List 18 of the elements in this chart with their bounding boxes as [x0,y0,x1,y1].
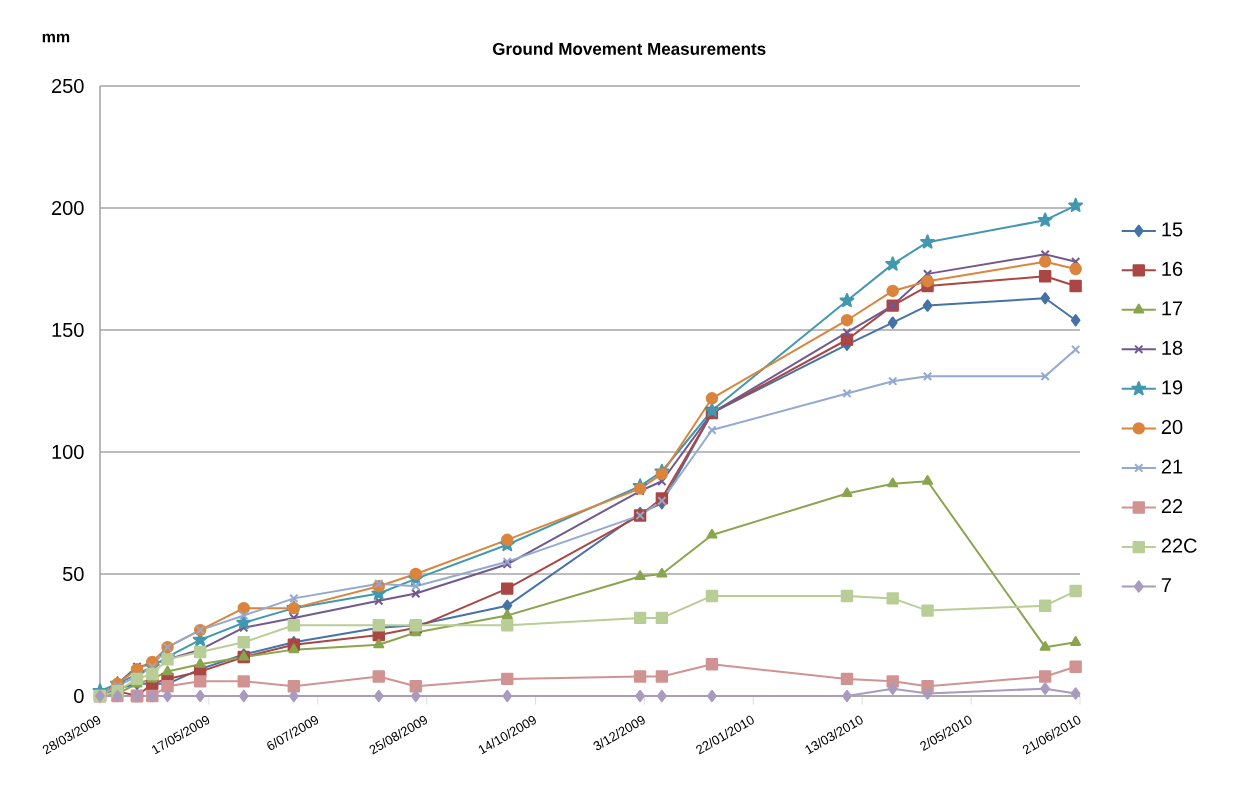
legend-label: 22 [1161,499,1183,513]
legend-label: 21 [1161,459,1183,474]
legend-label: 18 [1162,340,1183,355]
legend-label: 7 [1161,578,1171,592]
legend-label: 19 [1162,380,1183,395]
y-axis-title: mm [42,33,70,43]
y-tick-label: 0 [74,688,84,704]
y-tick-label: 250 [52,78,84,94]
legend-label: 17 [1162,301,1183,316]
legend-label: 20 [1161,419,1183,435]
legend-label: 22C [1161,538,1197,553]
y-tick-label: 50 [62,566,84,582]
y-tick-label: 200 [52,200,84,216]
legend-label: 15 [1162,222,1183,237]
chart-title: Ground Movement Measurements [492,42,766,55]
y-tick-label: 150 [52,322,84,338]
y-tick-label: 100 [52,444,84,460]
legend-label: 16 [1162,261,1183,277]
